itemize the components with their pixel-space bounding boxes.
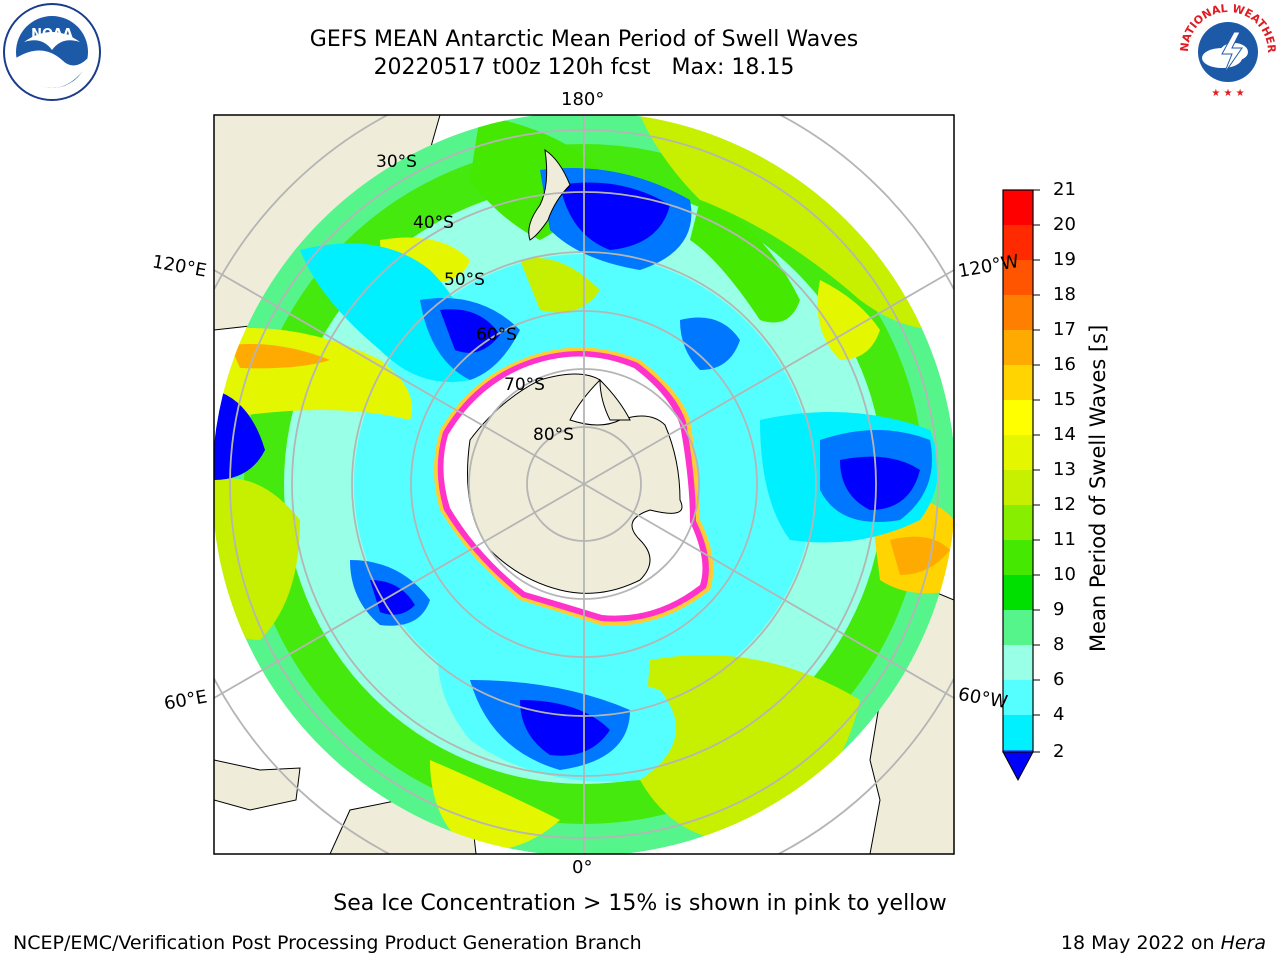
colorbar-label: Mean Period of Swell Waves [s] (1086, 324, 1110, 652)
footer-machine: Hera (1220, 932, 1266, 954)
colorbar-tick: 8 (1053, 634, 1065, 655)
sea-ice-note: Sea Ice Concentration > 15% is shown in … (333, 891, 947, 916)
colorbar-tick: 20 (1053, 214, 1076, 235)
colorbar-extend-arrow (1002, 751, 1034, 782)
lat-label-70s: 70°S (504, 375, 545, 395)
footer-date-text: 18 May 2022 on (1060, 932, 1221, 954)
footer-date: 18 May 2022 on Hera (1061, 932, 1266, 954)
noaa-logo-text: NOAA (31, 27, 73, 42)
lon-label-180: 180° (561, 89, 605, 110)
lat-label-80s: 80°S (533, 425, 574, 445)
colorbar-tick: 19 (1053, 249, 1076, 270)
colorbar-tick: 6 (1053, 669, 1065, 690)
colorbar-tick: 13 (1053, 459, 1076, 480)
max-value: Max: 18.15 (671, 55, 795, 80)
footer-branch: NCEP/EMC/Verification Post Processing Pr… (13, 932, 642, 954)
chart-title: GEFS MEAN Antarctic Mean Period of Swell… (309, 27, 859, 52)
svg-text:★ ★ ★: ★ ★ ★ (1211, 88, 1244, 99)
chart-subtitle: 20220517 t00z 120h fcst Max: 18.15 (0, 55, 1168, 81)
madagascar-land (214, 759, 301, 811)
lat-label-30s: 30°S (376, 152, 417, 172)
colorbar-tick: 4 (1053, 704, 1065, 725)
lat-label-40s: 40°S (413, 213, 454, 233)
colorbar-tick: 14 (1053, 424, 1076, 445)
colorbar-tick: 12 (1053, 494, 1076, 515)
colorbar-tick: 15 (1053, 389, 1076, 410)
map-frame (213, 114, 955, 855)
colorbar-tick: 16 (1053, 354, 1076, 375)
lat-label-50s: 50°S (444, 270, 485, 290)
colorbar (1002, 189, 1040, 782)
lat-label-60s: 60°S (476, 325, 517, 345)
colorbar-tick: 9 (1053, 599, 1065, 620)
run-date: 20220517 t00z 120h fcst (373, 55, 651, 80)
colorbar-tick: 17 (1053, 319, 1076, 340)
lon-label-0: 0° (572, 857, 593, 878)
colorbar-tick: 21 (1053, 179, 1076, 200)
graticule (214, 115, 954, 854)
colorbar-tick: 11 (1053, 529, 1076, 550)
colorbar-tick: 2 (1053, 741, 1065, 762)
new-zealand-land (528, 148, 571, 241)
noaa-logo-icon: NOAA (2, 2, 102, 102)
colorbar-tick: 18 (1053, 284, 1076, 305)
nws-logo-icon: NATIONAL WEATHER SERVICE ★ ★ ★ (1174, 0, 1278, 102)
colorbar-tick: 10 (1053, 564, 1076, 585)
